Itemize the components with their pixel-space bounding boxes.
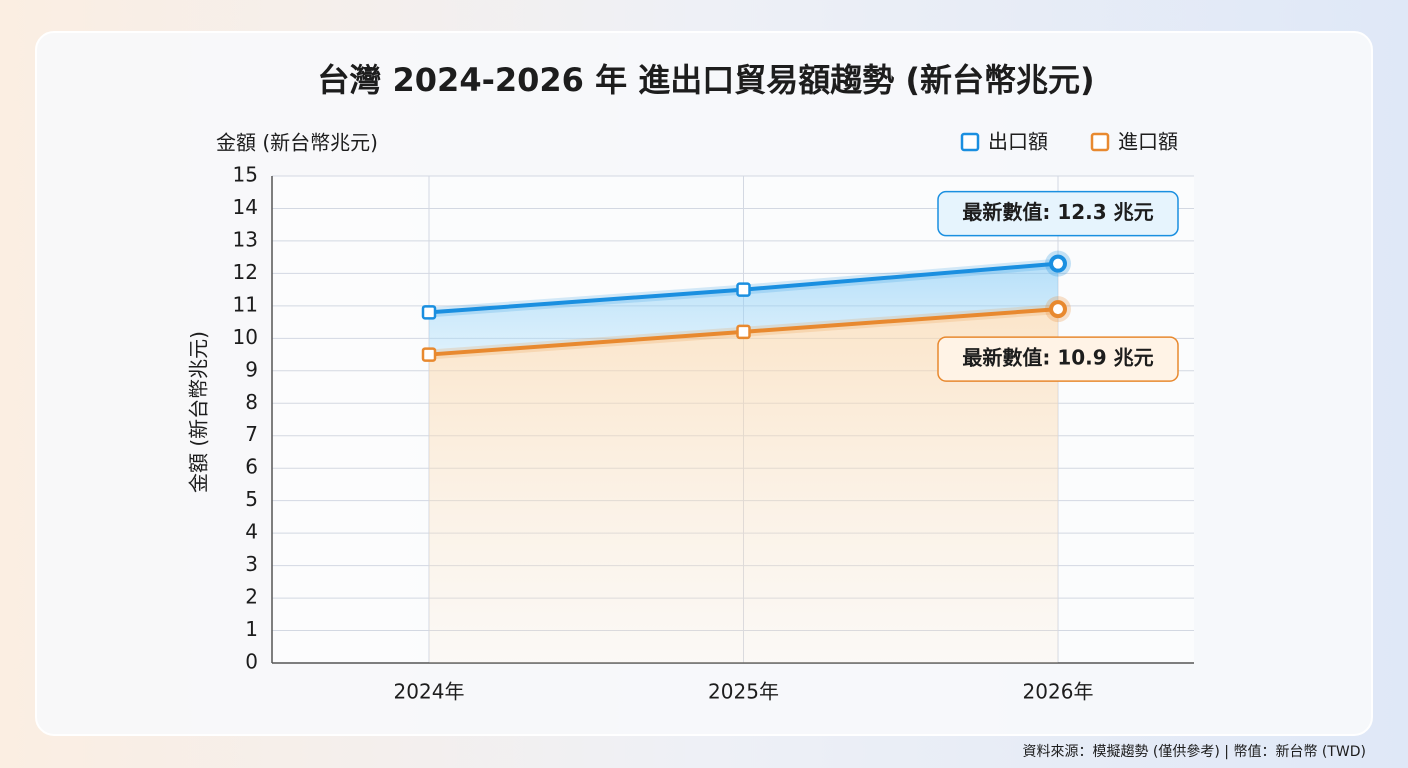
y-tick-label: 13: [233, 227, 258, 251]
point-marker: [736, 282, 751, 297]
y-tick-label: 2: [245, 585, 258, 609]
y-tick-label: 15: [233, 163, 258, 187]
y-tick-label: 11: [233, 292, 258, 316]
y-tick-label: 5: [245, 487, 258, 511]
y-tick-label: 1: [245, 617, 258, 641]
label-box: [937, 190, 1179, 237]
legend-label: 進口額: [1118, 130, 1178, 154]
value-label: 最新數值: 12.3 兆元: [962, 200, 1153, 224]
area-under: [429, 309, 1058, 663]
y-tick-label: 3: [245, 552, 258, 576]
y-tick-label: 9: [245, 357, 258, 381]
legend-swatch: [1090, 132, 1110, 152]
point-marker: [421, 347, 437, 362]
y-tick-label: 8: [245, 390, 258, 414]
legend-label: 出口額: [988, 130, 1048, 154]
y-tick-label: 12: [233, 260, 258, 284]
area-band: [429, 263, 1058, 355]
chart-title: 台灣 2024-2026 年 進出口貿易額趨勢 (新台幣兆元): [317, 61, 1094, 99]
x-tick-label: 2026年: [1023, 680, 1094, 704]
source-note: 資料來源：模擬趨勢 (僅供參考) | 幣值：新台幣 (TWD): [1022, 744, 1366, 760]
x-tick-label: 2024年: [394, 680, 465, 704]
legend-swatch: [960, 132, 980, 152]
y-tick-label: 10: [233, 325, 258, 349]
value-label: 最新數值: 10.9 兆元: [962, 346, 1153, 370]
x-tick-label: 2025年: [708, 680, 779, 704]
y-tick-label: 7: [245, 422, 258, 446]
y-tick-label: 6: [245, 455, 258, 479]
point-marker: [736, 324, 751, 340]
point-marker: [1049, 300, 1067, 319]
y-axis-label: 金額 (新台幣兆元): [187, 331, 211, 493]
y-tick-label: 14: [233, 195, 258, 219]
y-tick-label: 0: [245, 650, 258, 674]
point-marker: [421, 305, 437, 320]
unit-label: 金額 (新台幣兆元): [216, 131, 378, 155]
y-tick-label: 4: [245, 520, 258, 544]
label-box: [937, 336, 1179, 382]
point-marker: [1049, 254, 1067, 273]
